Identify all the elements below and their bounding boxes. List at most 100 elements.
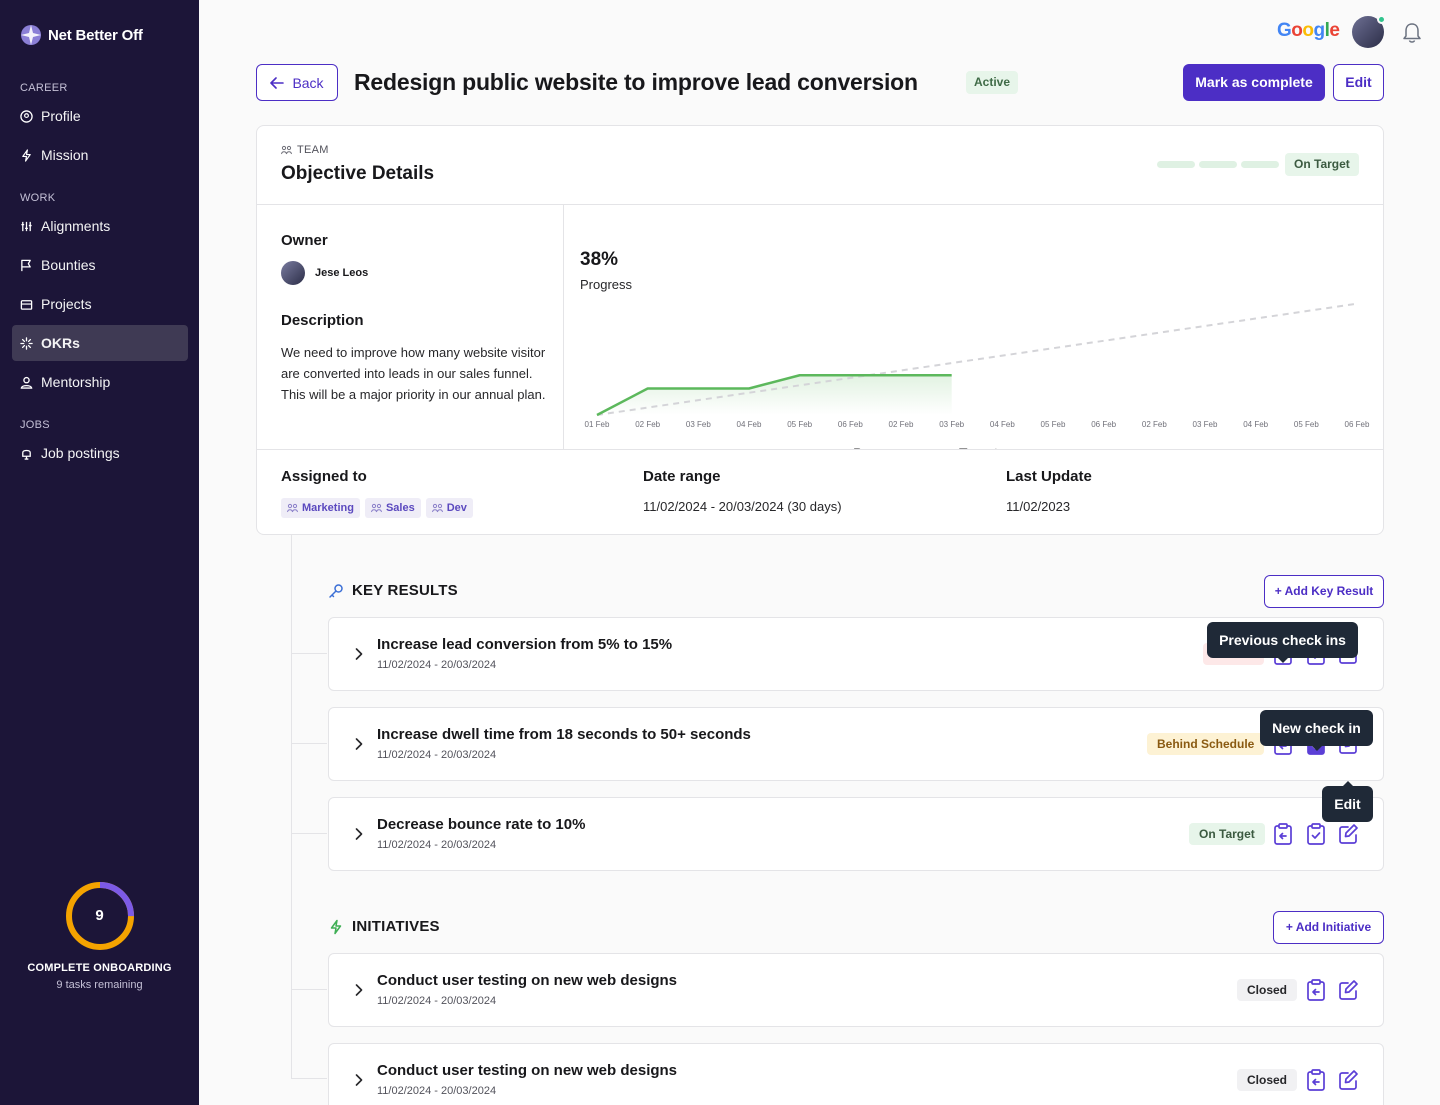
- chevron-right-icon[interactable]: [355, 648, 363, 660]
- timeline-connector: [291, 833, 327, 834]
- previous-checkins-icon[interactable]: [1272, 822, 1294, 846]
- key-result-dates: 11/02/2024 - 20/03/2024: [377, 659, 497, 671]
- previous-checkins-icon[interactable]: [1305, 1068, 1327, 1092]
- chevron-right-icon[interactable]: [355, 828, 363, 840]
- sidebar-item-okrs[interactable]: OKRs: [12, 325, 188, 361]
- sidebar-item-mission[interactable]: Mission: [12, 137, 188, 173]
- date-range-label: Date range: [643, 468, 721, 485]
- x-tick-label: 01 Feb: [585, 420, 610, 429]
- profile-icon: [20, 109, 33, 123]
- user-avatar[interactable]: [1352, 15, 1386, 48]
- x-tick-label: 04 Feb: [1243, 420, 1268, 429]
- initiative-row[interactable]: Conduct user testing on new web designs …: [328, 953, 1384, 1027]
- okr-icon: [20, 336, 33, 350]
- description-text: We need to improve how many website visi…: [281, 345, 546, 402]
- chevron-right-icon[interactable]: [355, 1074, 363, 1086]
- team-icon: [431, 503, 443, 513]
- mentorship-icon: [20, 376, 33, 389]
- divider: [257, 204, 1383, 205]
- x-tick-label: 02 Feb: [889, 420, 914, 429]
- onboarding-count: 9: [95, 907, 104, 924]
- sidebar-item-bounties[interactable]: Bounties: [12, 247, 188, 283]
- legend-label: Target: [959, 445, 998, 449]
- key-icon: [329, 583, 343, 598]
- sidebar-item-label: Mentorship: [41, 374, 111, 390]
- x-tick-label: 03 Feb: [939, 420, 964, 429]
- onboarding-progress-ring: 9: [64, 880, 136, 952]
- sidebar-item-profile[interactable]: Profile: [12, 98, 188, 134]
- sidebar: Net Better Off CAREER Profile Mission WO…: [0, 0, 199, 1105]
- owner[interactable]: Jese Leos: [281, 261, 368, 285]
- project-icon: [20, 299, 33, 310]
- nav-section-jobs: JOBS: [20, 419, 50, 431]
- app-logo[interactable]: Net Better Off: [20, 24, 143, 46]
- tooltip-previous-check-ins: Previous check ins: [1207, 622, 1358, 663]
- bolt-icon: [22, 148, 31, 162]
- edit-icon[interactable]: [1337, 822, 1359, 846]
- edit-icon[interactable]: [1337, 978, 1359, 1002]
- initiative-dates: 11/02/2024 - 20/03/2024: [377, 995, 497, 1007]
- tag-marketing[interactable]: Marketing: [281, 498, 360, 518]
- timeline-connector: [291, 1078, 327, 1079]
- initiative-title: Conduct user testing on new web designs: [377, 972, 678, 989]
- last-update-value: 11/02/2023: [1006, 499, 1071, 514]
- key-result-row[interactable]: Decrease bounce rate to 10% 11/02/2024 -…: [328, 797, 1384, 871]
- sidebar-item-mentorship[interactable]: Mentorship: [12, 364, 188, 400]
- sidebar-item-job-postings[interactable]: Job postings: [12, 435, 188, 471]
- last-update-label: Last Update: [1006, 468, 1092, 485]
- online-status-dot: [1377, 15, 1386, 24]
- target-series-line: [596, 302, 1358, 416]
- edit-icon[interactable]: [1337, 1068, 1359, 1092]
- tag-label: Marketing: [302, 502, 354, 514]
- back-label: Back: [292, 74, 324, 91]
- chevron-right-icon[interactable]: [355, 738, 363, 750]
- tag-sales[interactable]: Sales: [364, 498, 421, 518]
- x-tick-label: 03 Feb: [686, 420, 711, 429]
- owner-name: Jese Leos: [315, 267, 369, 279]
- progress-label: Progress: [580, 277, 633, 292]
- nav-section-work: WORK: [20, 192, 56, 204]
- mark-complete-button[interactable]: Mark as complete: [1183, 64, 1325, 101]
- previous-checkins-icon[interactable]: [1305, 978, 1327, 1002]
- progress-series-line: [596, 374, 952, 417]
- add-key-result-button[interactable]: + Add Key Result: [1264, 575, 1384, 608]
- edit-button[interactable]: Edit: [1333, 64, 1384, 101]
- sidebar-item-label: Projects: [41, 296, 92, 312]
- arrow-left-icon: [270, 76, 285, 89]
- app-name: Net Better Off: [48, 26, 143, 44]
- assigned-tags: Marketing Sales Dev: [281, 498, 473, 518]
- x-tick-label: 02 Feb: [1142, 420, 1167, 429]
- owner-avatar: [281, 261, 305, 285]
- key-result-status-badge: Behind Schedule: [1147, 733, 1265, 755]
- sidebar-item-projects[interactable]: Projects: [12, 286, 188, 322]
- owner-label: Owner: [281, 232, 328, 249]
- onboarding-widget[interactable]: 9 COMPLETE ONBOARDING 9 tasks remaining: [0, 880, 199, 991]
- timeline-connector: [291, 743, 327, 744]
- sidebar-item-label: Mission: [41, 147, 89, 163]
- google-logo[interactable]: Google: [1277, 20, 1340, 41]
- key-result-dates: 11/02/2024 - 20/03/2024: [377, 749, 497, 761]
- sidebar-item-label: Job postings: [41, 445, 120, 461]
- initiative-row[interactable]: Conduct user testing on new web designs …: [328, 1043, 1384, 1105]
- onboarding-subtitle: 9 tasks remaining: [56, 979, 143, 991]
- job-icon: [22, 449, 31, 460]
- sidebar-item-alignments[interactable]: Alignments: [12, 208, 188, 244]
- new-checkin-icon[interactable]: [1305, 822, 1327, 846]
- initiative-title: Conduct user testing on new web designs: [377, 1062, 678, 1079]
- add-initiative-button[interactable]: + Add Initiative: [1273, 911, 1384, 944]
- team-icon: [281, 145, 292, 155]
- bell-icon[interactable]: [1402, 22, 1422, 44]
- key-results-heading: KEY RESULTS: [328, 582, 458, 599]
- key-result-title: Decrease bounce rate to 10%: [377, 816, 586, 833]
- legend-label: Progress: [853, 445, 909, 449]
- key-result-row[interactable]: Increase dwell time from 18 seconds to 5…: [328, 707, 1384, 781]
- initiative-dates: 11/02/2024 - 20/03/2024: [377, 1085, 497, 1097]
- back-button[interactable]: Back: [256, 64, 338, 101]
- tag-dev[interactable]: Dev: [425, 498, 473, 518]
- sidebar-item-label: Profile: [41, 108, 81, 124]
- team-icon: [287, 503, 298, 513]
- objective-type-label: TEAM: [297, 144, 329, 156]
- date-range-value: 11/02/2024 - 20/03/2024 (30 days): [643, 499, 842, 514]
- objective-type: TEAM: [281, 144, 329, 156]
- chevron-right-icon[interactable]: [355, 984, 363, 996]
